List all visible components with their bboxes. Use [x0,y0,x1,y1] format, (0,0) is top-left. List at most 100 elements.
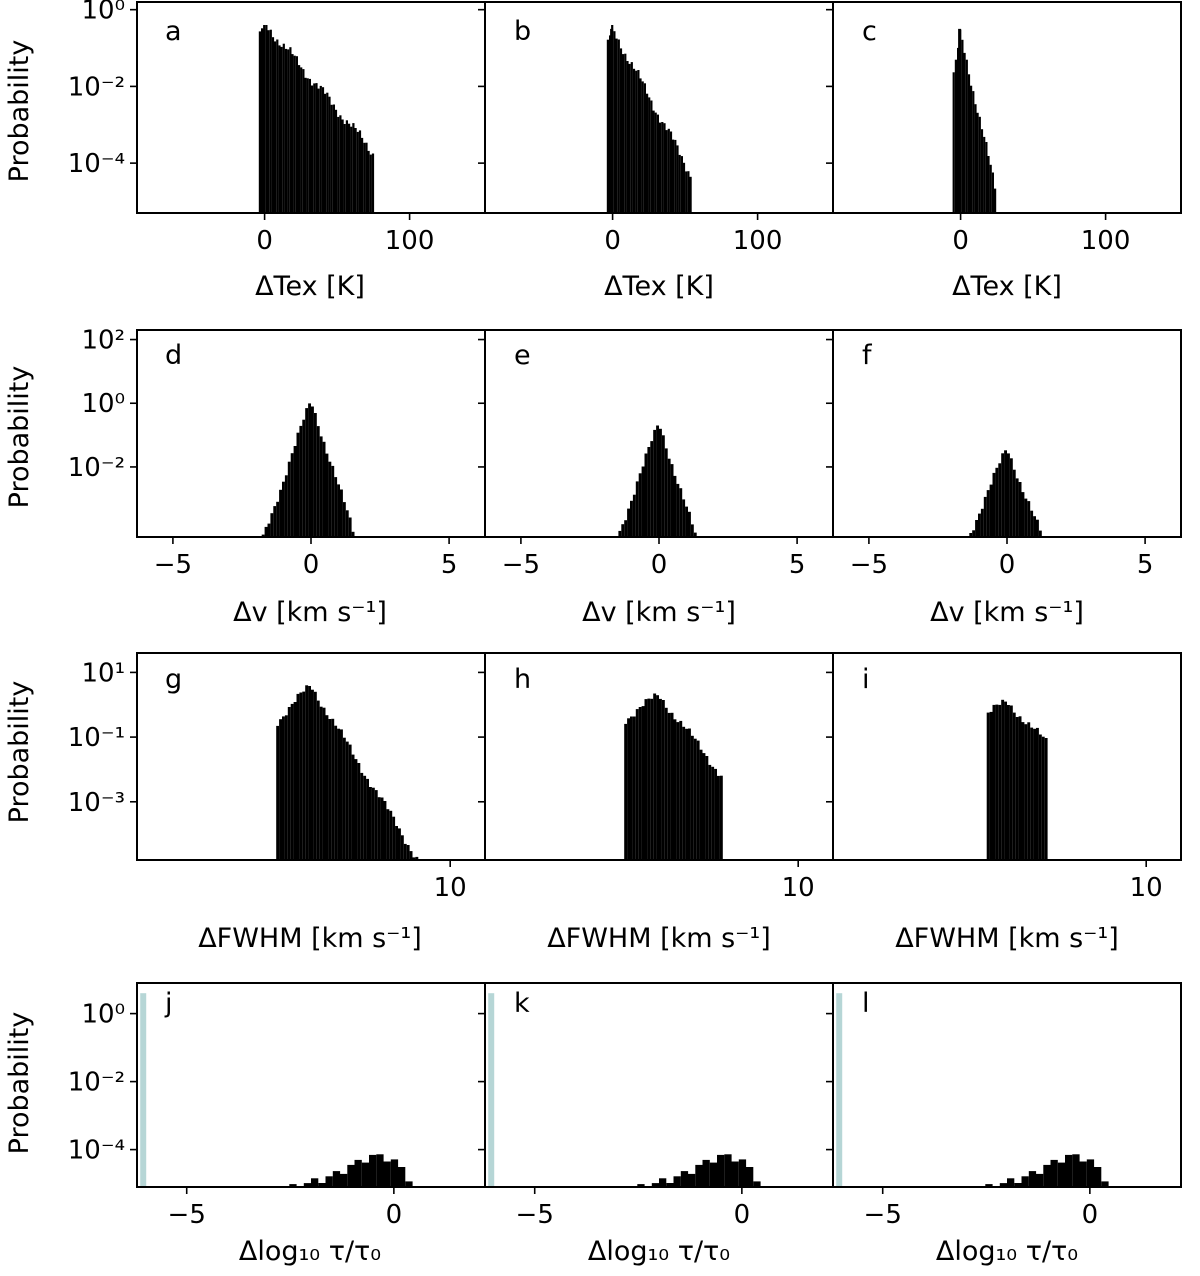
black-series-bar [296,693,300,860]
black-series-bar [650,100,653,213]
x-tick-label: 5 [1137,550,1154,580]
black-series-bar [357,763,361,860]
black-series-bar [989,164,992,213]
x-tick-label: −5 [168,1200,206,1230]
black-series-bar [360,772,364,860]
black-series-bar [343,124,346,213]
black-series-bar [303,1183,312,1187]
black-series-bar [390,1159,399,1187]
black-series-bar [738,1159,747,1187]
black-series-bar [1101,1181,1109,1187]
plot-area [969,450,1042,537]
black-series-bar [1018,482,1022,537]
black-series-bar [630,716,633,860]
x-tick-label: −5 [864,1200,902,1230]
axes-frame [136,982,486,1188]
x-tick-label: 0 [952,226,969,256]
black-series-bar [1043,1164,1051,1187]
panel-label: h [514,664,531,695]
panel-label: g [165,664,182,695]
black-series-bar [322,707,326,860]
black-series-bar [318,1183,326,1187]
black-series-bar [711,766,715,860]
black-series-bar [316,700,320,860]
black-series-bar [337,116,340,213]
black-series-bar [980,508,984,537]
black-series-bar [1021,492,1025,537]
x-axis-label: ΔTex [K] [255,271,365,302]
black-series-bar [641,466,645,537]
black-series-bar [639,78,642,213]
black-series-bar [669,131,673,213]
black-series-bar [321,87,325,213]
black-series-bar [992,704,996,860]
black-series-bar [687,171,690,213]
black-series-bar [282,43,285,213]
black-series-bar [400,835,404,860]
black-series-bar [724,1154,732,1187]
black-series-bar [659,1178,667,1187]
black-series-bar [987,156,990,213]
black-series-bar [986,490,990,537]
row-a: Probability ΔTex [K] ΔTex [K] ΔTex [K] a… [4,16,1062,302]
black-series-bar [350,126,353,213]
black-series-bar [970,85,973,213]
black-series-bar [670,464,674,537]
panel-b: 0 100 [478,1,834,256]
black-series-bar [354,759,358,860]
y-tick-label: 10⁻³ [68,788,125,818]
black-series-bar [279,719,282,860]
black-series-bar [679,720,683,860]
black-series-bar [659,122,662,213]
black-series-bar [348,744,352,860]
black-series-bar [627,508,630,537]
black-series-bar [366,778,369,860]
black-series-bar [342,502,346,537]
black-series-bar [952,72,955,213]
y-tick-label: 10⁻¹ [68,723,125,753]
black-series-bar [613,31,616,213]
x-axis-label: Δlog₁₀ τ/τ₀ [588,1236,730,1267]
black-series-bar [1009,458,1013,537]
black-series-bar [345,741,349,860]
black-series-bar [641,81,644,213]
black-series-bar [296,432,300,537]
panel-k: −5 0 [478,982,834,1230]
black-series-bar [992,472,996,537]
axes-frame [832,652,1182,861]
black-series-bar [632,494,636,537]
panel-label: f [862,340,873,371]
black-series-bar [282,481,285,537]
black-series-bar [325,715,329,860]
black-series-bar [969,533,973,537]
black-series-bar [279,489,282,537]
black-series-bar [332,104,335,213]
black-series-bar [689,176,692,213]
black-series-bar [328,461,332,537]
black-series-bar [1007,1178,1015,1187]
black-series-bar [626,61,629,213]
black-series-bar [361,1162,370,1187]
black-series-bar [395,826,398,860]
black-series-bar [1015,478,1019,537]
black-series-bar [273,506,277,537]
teal-spike [140,993,147,1187]
black-series-bar [672,139,675,213]
black-series-bar [319,436,323,537]
x-tick-label: 0 [1082,1200,1099,1230]
black-series-bar [995,467,999,537]
black-series-bar [972,91,975,213]
black-series-bar [351,754,355,860]
black-series-bar [1050,1159,1058,1187]
black-series-bar [332,1171,341,1187]
black-series-bar [635,709,639,860]
black-series-bar [963,52,966,213]
black-series-bar [300,67,303,213]
black-series-bar [302,691,306,860]
plot-area [261,403,355,537]
black-series-bar [1018,716,1022,860]
black-series-bar [978,116,981,213]
y-tick-label: 10¹ [81,658,125,688]
black-series-bar [976,112,979,213]
black-series-bar [1041,736,1045,860]
